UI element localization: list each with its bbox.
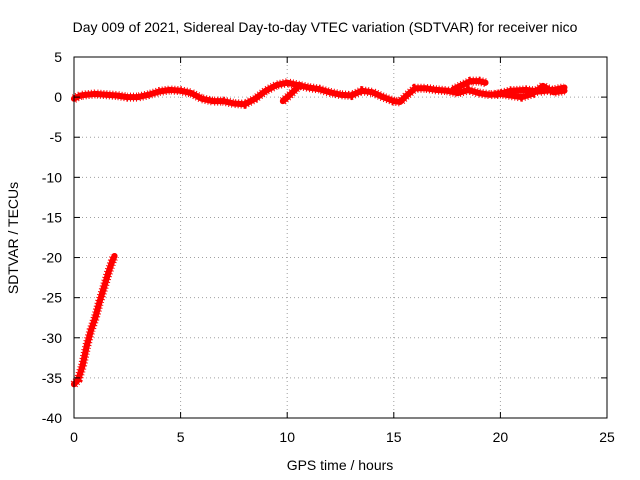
data-point — [241, 101, 248, 108]
data-point — [454, 90, 461, 97]
data-point — [482, 79, 489, 86]
data-point — [493, 91, 500, 98]
data-point — [100, 285, 107, 291]
data-point — [103, 91, 109, 98]
data-point — [459, 82, 465, 89]
data-point — [358, 87, 365, 94]
data-point — [135, 94, 141, 101]
data-point — [465, 86, 472, 93]
data-series-group — [279, 81, 304, 105]
data-point — [252, 95, 259, 102]
data-point — [486, 91, 493, 98]
data-point — [412, 85, 419, 92]
x-tick-label: 10 — [279, 429, 295, 445]
data-point — [523, 86, 529, 93]
data-point — [209, 98, 216, 105]
y-axis-label: SDTVAR / TECUs — [5, 182, 21, 294]
data-point — [337, 91, 344, 98]
data-point — [444, 87, 451, 94]
data-point — [220, 98, 227, 105]
data-series-group — [450, 76, 489, 94]
data-point — [390, 98, 397, 105]
data-point — [292, 86, 299, 93]
data-point — [380, 94, 387, 101]
data-point — [83, 91, 90, 98]
data-point — [145, 91, 152, 98]
grid-lines — [74, 57, 607, 418]
data-point — [230, 100, 237, 107]
y-tick-label: 5 — [54, 49, 62, 65]
x-tick-label: 15 — [386, 429, 402, 445]
data-point — [109, 257, 116, 264]
y-tick-label: -20 — [42, 250, 62, 266]
data-point — [422, 85, 429, 92]
data-point — [305, 84, 312, 91]
data-point — [403, 92, 410, 99]
data-point — [369, 89, 376, 96]
data-series — [70, 76, 568, 388]
data-point — [467, 78, 474, 85]
x-tick-label: 5 — [177, 429, 185, 445]
y-tick-label: -25 — [42, 290, 62, 306]
data-point — [279, 98, 286, 105]
y-tick-label: -10 — [42, 169, 62, 185]
x-tick-label: 0 — [70, 429, 78, 445]
data-point — [476, 78, 483, 85]
data-point — [284, 79, 291, 86]
data-point — [188, 90, 195, 97]
data-point — [96, 298, 103, 305]
x-tick-label: 25 — [599, 429, 615, 445]
chart-title: Day 009 of 2021, Sidereal Day-to-day VTE… — [73, 19, 578, 35]
plot-frame — [73, 56, 608, 419]
data-point — [156, 88, 163, 95]
data-point — [92, 90, 99, 97]
data-series-group — [71, 78, 568, 109]
x-tick-label: 20 — [493, 429, 509, 445]
data-point — [286, 92, 293, 99]
data-point — [273, 82, 280, 89]
data-point — [124, 94, 131, 101]
y-tick-label: -15 — [42, 209, 62, 225]
data-point — [88, 326, 95, 333]
data-series-group — [493, 83, 568, 100]
data-point — [198, 95, 205, 102]
data-point — [92, 314, 99, 321]
data-point — [518, 94, 525, 101]
data-point — [316, 86, 323, 93]
y-tick-label: -30 — [42, 330, 62, 346]
data-point — [433, 86, 440, 93]
data-point — [177, 87, 184, 94]
x-axis-label: GPS time / hours — [287, 457, 394, 473]
y-tick-label: -40 — [42, 410, 62, 426]
data-point — [166, 86, 173, 93]
data-point — [113, 92, 120, 99]
y-tick-label: -35 — [42, 370, 62, 386]
data-point — [535, 88, 542, 95]
data-series-group — [70, 253, 119, 388]
data-point — [550, 86, 557, 93]
data-point — [105, 270, 112, 277]
data-point — [262, 87, 269, 94]
data-point — [348, 92, 355, 99]
data-point — [397, 98, 404, 105]
data-point — [297, 82, 303, 89]
data-point — [561, 84, 568, 91]
data-point — [540, 82, 546, 89]
data-point — [326, 89, 333, 96]
axis-ticks: 0 5 10 15 20 25 5 0 -5 -10 -15 -20 -25 -30 -35 -40 — [42, 49, 615, 445]
data-point — [111, 253, 118, 259]
y-tick-label: -5 — [50, 129, 63, 145]
data-point — [508, 87, 515, 94]
data-point — [83, 342, 90, 349]
data-point — [476, 90, 483, 97]
data-point — [450, 86, 457, 93]
data-series-texture — [70, 254, 119, 388]
data-point — [79, 362, 86, 369]
y-tick-label: 0 — [54, 89, 62, 105]
